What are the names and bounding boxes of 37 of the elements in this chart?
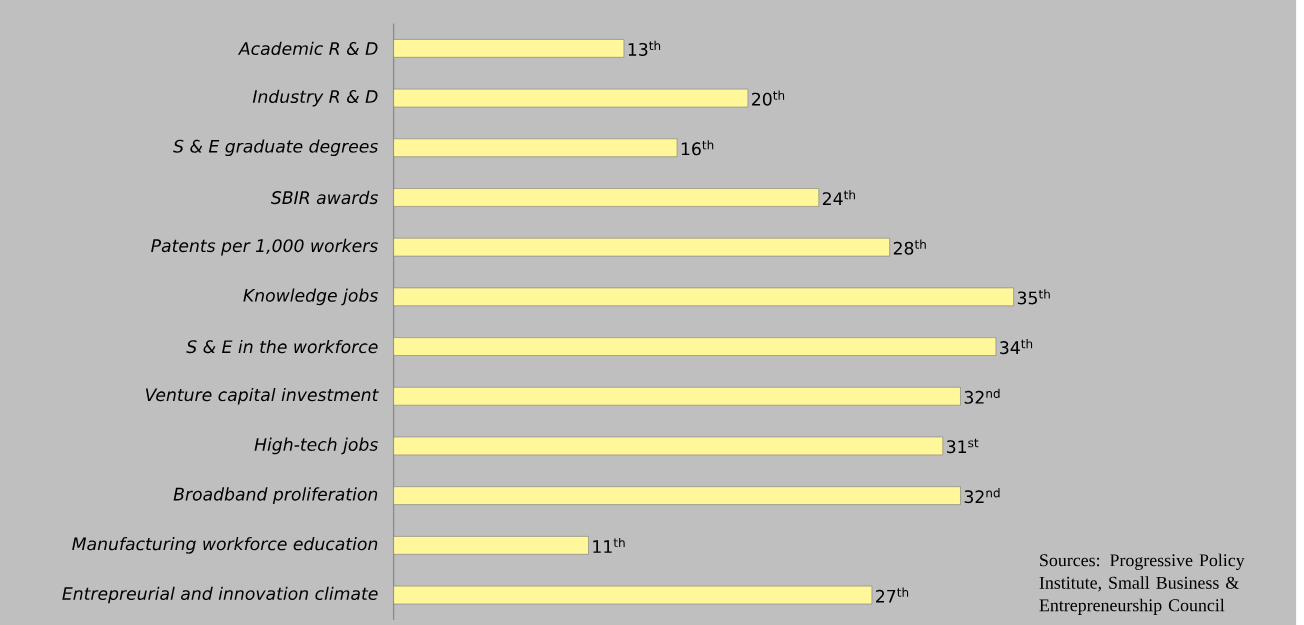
data-label: 24$^{th}$ bbox=[822, 189, 855, 205]
data-label: 16$^{th}$ bbox=[681, 140, 714, 156]
y-tick-label: Knowledge jobs bbox=[243, 288, 378, 306]
data-label: 13$^{th}$ bbox=[628, 40, 661, 56]
bar bbox=[393, 88, 749, 108]
bar bbox=[393, 188, 820, 207]
data-label: 11$^{th}$ bbox=[593, 537, 625, 553]
y-tick-label: Venture capital investment bbox=[145, 387, 379, 405]
y-tick-label: S & E graduate degrees bbox=[173, 139, 378, 156]
y-tick-label: Entrepreurial and innovation climate bbox=[62, 586, 378, 604]
y-tick-label: Patents per 1,000 workers bbox=[151, 238, 378, 256]
y-tick-label: SBIR awards bbox=[270, 190, 378, 205]
bar bbox=[393, 536, 589, 555]
y-tick-label: Manufacturing workforce education bbox=[72, 536, 378, 554]
data-label: 32$^{nd}$ bbox=[964, 388, 1000, 404]
data-label: 31$^{st}$ bbox=[947, 438, 979, 454]
y-tick-label: Broadband proliferation bbox=[173, 487, 378, 504]
bar bbox=[393, 138, 678, 157]
data-label: 35$^{th}$ bbox=[1017, 289, 1050, 305]
data-label: 34$^{th}$ bbox=[1000, 338, 1033, 355]
bar bbox=[393, 436, 944, 456]
source-note: Sources: Progressive Policy Institute, Small Business & Entrepreneurship Council bbox=[1039, 553, 1245, 615]
bar bbox=[393, 337, 997, 356]
y-tick-label: Industry R & D bbox=[252, 89, 378, 107]
bar bbox=[393, 237, 890, 257]
y-tick-label: S & E in the workforce bbox=[186, 339, 378, 354]
y-tick-label: Academic R & D bbox=[237, 41, 378, 55]
bar bbox=[393, 585, 873, 605]
bar bbox=[393, 39, 625, 58]
y-tick-label: High-tech jobs bbox=[254, 437, 378, 455]
bar bbox=[393, 287, 1014, 306]
bar bbox=[393, 486, 961, 505]
data-label: 32$^{nd}$ bbox=[964, 487, 1000, 504]
data-label: 27$^{th}$ bbox=[876, 587, 909, 603]
data-label: 20$^{th}$ bbox=[752, 90, 785, 106]
bar bbox=[393, 386, 961, 406]
data-label: 28$^{th}$ bbox=[893, 239, 926, 255]
